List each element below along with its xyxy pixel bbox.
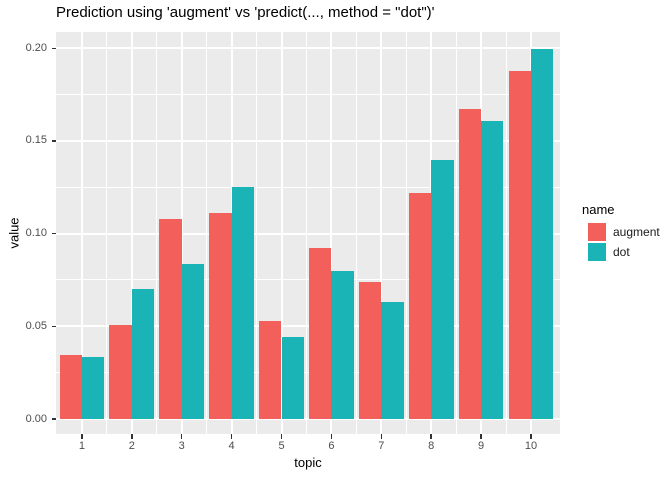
bar-augment-topic-7 [358,281,382,419]
gridline-major-v [130,32,133,434]
gridline-major-h [56,139,560,142]
bar-dot-topic-10 [531,49,554,419]
bar-augment-topic-8 [408,192,432,419]
x-tick-label: 8 [428,440,435,452]
gridline-major-h [56,418,560,420]
legend-swatch-augment [588,223,606,241]
bar-augment-topic-10 [508,70,531,419]
bar-dot-topic-7 [381,302,404,419]
x-tick-mark [131,434,133,439]
gridline-major-h [56,325,560,328]
bar-augment-topic-3 [159,218,182,419]
y-tick-label: 0.00 [25,412,47,425]
gridline-major-v [80,32,83,434]
bar-augment-topic-9 [458,108,482,419]
y-tick-label: 0.10 [25,227,47,240]
bar-augment-topic-4 [209,213,232,419]
plot-title: Prediction using 'augment' vs 'predict(.… [56,4,435,21]
x-tick-label: 4 [228,440,235,452]
y-tick-mark [51,47,56,50]
legend-title: name [582,202,615,217]
chart-panel [56,32,560,434]
bar-augment-topic-2 [109,325,132,419]
x-tick-mark [180,434,183,439]
bar-dot-topic-9 [481,120,504,419]
x-tick-label: 10 [524,440,538,452]
y-tick-mark [51,325,56,328]
y-tick-mark [51,232,56,235]
gridline-major-v [280,32,283,434]
x-tick-label: 6 [328,440,335,452]
x-tick-label: 2 [128,440,135,452]
y-tick-mark [51,140,56,142]
bar-augment-topic-5 [259,320,282,419]
x-tick-label: 3 [178,440,185,452]
bar-dot-topic-8 [431,159,454,419]
bar-dot-topic-1 [81,356,105,419]
gridline-major-v [180,32,183,434]
gridline-major-v [380,32,383,434]
y-tick-label: 0.15 [25,134,47,147]
bar-augment-topic-6 [309,248,332,419]
x-tick-mark [480,434,482,439]
gridline-minor-h [56,94,560,96]
gridline-major-v [330,32,333,434]
bar-dot-topic-3 [181,264,205,419]
x-tick-label: 5 [278,440,285,452]
y-tick-label: 0.05 [25,319,47,332]
x-tick-mark [81,434,83,439]
x-tick-label: 1 [78,440,85,452]
gridline-minor-h [56,279,560,281]
x-tick-mark [280,434,283,439]
legend-label-augment: augment [613,225,660,239]
bar-dot-topic-2 [131,289,155,419]
y-tick-mark [51,418,56,420]
bar-dot-topic-4 [231,187,254,419]
gridline-major-h [56,232,560,235]
x-tick-mark [380,434,383,439]
x-tick-mark [330,434,333,439]
y-tick-label: 0.20 [25,41,47,54]
x-axis-title: topic [294,455,322,470]
legend-swatch-dot [588,243,606,261]
bar-dot-topic-5 [281,336,304,419]
gridline-minor-h [56,186,560,188]
x-tick-label: 7 [378,440,385,452]
legend-label-dot: dot [613,245,630,259]
x-tick-mark [530,434,532,439]
x-tick-label: 9 [478,440,485,452]
bar-augment-topic-1 [59,355,82,419]
gridline-minor-h [56,372,560,374]
x-tick-mark [430,434,432,439]
x-tick-mark [230,434,233,439]
bar-dot-topic-6 [331,270,354,419]
gridline-major-h [56,47,560,50]
